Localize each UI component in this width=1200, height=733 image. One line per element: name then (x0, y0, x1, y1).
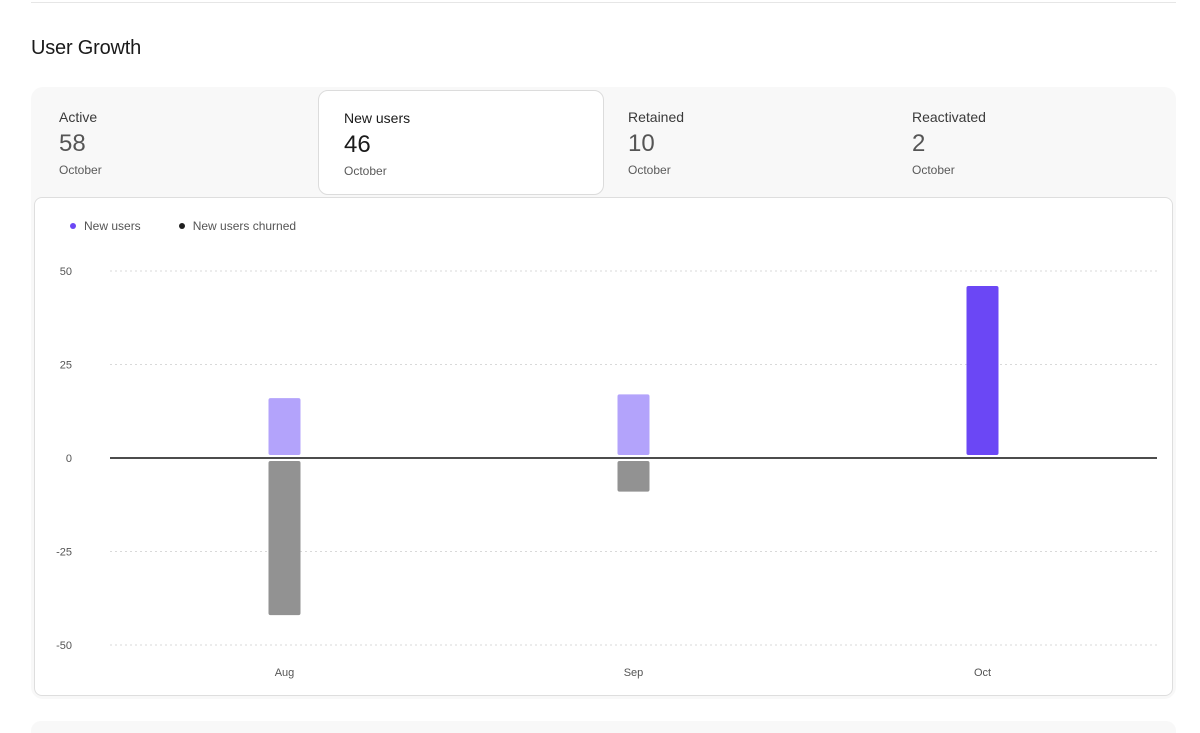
legend-item-new-users-churned[interactable]: New users churned (178, 219, 297, 233)
chart-legend: New users New users churned (70, 219, 296, 233)
user-growth-panel: Active 58 October New users 46 October R… (31, 87, 1176, 699)
top-divider (31, 2, 1176, 3)
bar-new-users (966, 285, 999, 455)
bar-new-users (617, 394, 650, 455)
legend-item-new-users[interactable]: New users (70, 219, 141, 233)
bar-new-users (268, 398, 301, 455)
stat-value: 2 (912, 130, 926, 157)
x-tick-label: Aug (275, 667, 295, 679)
y-tick-label: 50 (60, 266, 72, 278)
stat-period: October (344, 164, 387, 178)
legend-dot-icon (178, 223, 185, 229)
legend-dot-icon (70, 223, 76, 229)
x-tick-label: Sep (624, 667, 644, 679)
stat-value: 46 (344, 131, 371, 158)
y-tick-label: -50 (56, 640, 72, 652)
next-panel-edge (31, 721, 1176, 733)
stat-value: 10 (628, 130, 655, 157)
y-tick-label: -25 (56, 547, 72, 559)
y-tick-label: 0 (66, 453, 72, 465)
y-tick-label: 25 (60, 360, 72, 372)
stat-tab-retained[interactable]: Retained 10 October (603, 90, 889, 195)
stat-label: Retained (628, 109, 685, 125)
stat-label: New users (344, 110, 411, 126)
stat-label: Reactivated (912, 109, 986, 125)
legend-label: New users (84, 219, 141, 233)
legend-label: New users churned (192, 219, 297, 233)
stat-tab-new-users[interactable]: New users 46 October (318, 90, 604, 195)
stat-period: October (912, 163, 955, 177)
chart-card: New users New users churned 50 25 0 -25 -50 A… (34, 197, 1173, 696)
bar-chart: 50 25 0 -25 -50 Aug Sep Oct (56, 266, 1157, 679)
stat-tab-reactivated[interactable]: Reactivated 2 October (887, 90, 1173, 195)
bar-new-users-churned (617, 461, 650, 492)
stat-tab-active[interactable]: Active 58 October (34, 90, 320, 195)
stat-period: October (59, 163, 102, 177)
stat-label: Active (59, 109, 98, 125)
x-tick-label: Oct (974, 667, 991, 679)
stat-value: 58 (59, 130, 86, 157)
stat-period: October (628, 163, 671, 177)
bar-new-users-churned (268, 461, 301, 616)
section-title: User Growth (31, 37, 142, 59)
